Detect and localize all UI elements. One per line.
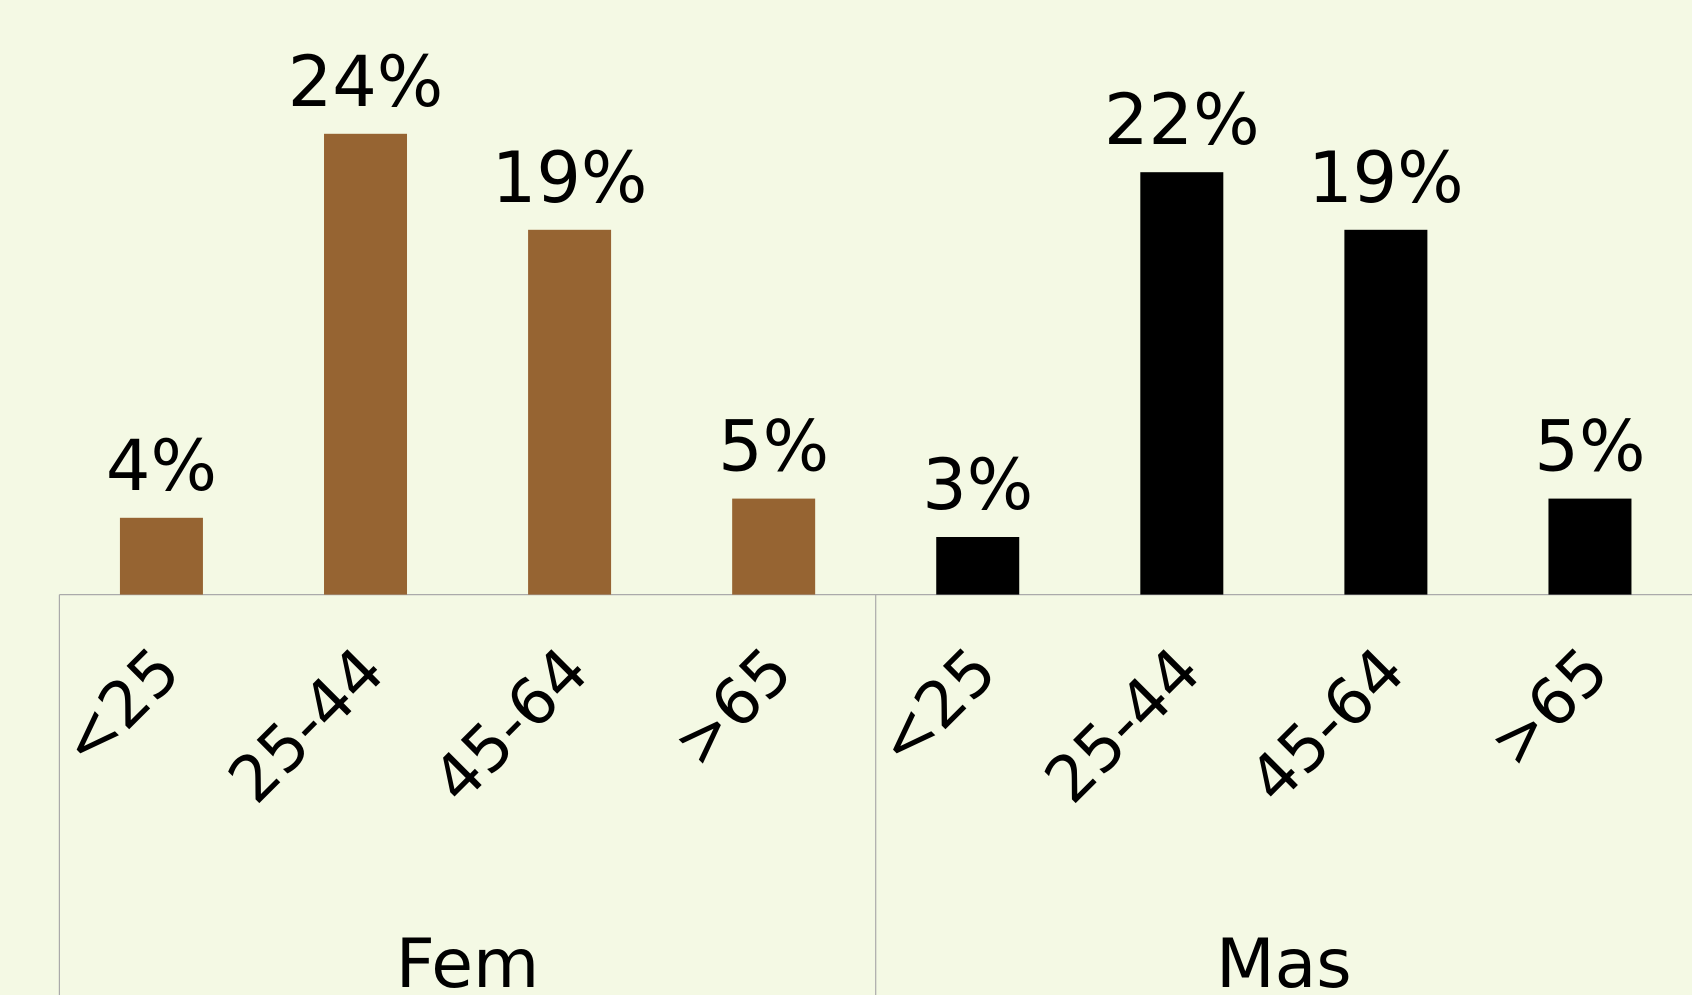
value-label: 19% bbox=[492, 137, 648, 219]
bar bbox=[324, 133, 408, 595]
value-label: 19% bbox=[1308, 137, 1464, 219]
value-label: 5% bbox=[1534, 406, 1645, 488]
bar bbox=[732, 498, 816, 595]
bar bbox=[528, 229, 612, 595]
value-label: 24% bbox=[288, 41, 444, 123]
group-label: Mas bbox=[1216, 925, 1352, 995]
bar bbox=[1140, 172, 1224, 595]
bar bbox=[119, 517, 203, 595]
group-label: Fem bbox=[396, 925, 539, 995]
bar bbox=[1344, 229, 1428, 595]
value-label: 5% bbox=[718, 406, 829, 488]
value-label: 3% bbox=[922, 444, 1033, 526]
value-label: 22% bbox=[1104, 79, 1260, 161]
bar bbox=[936, 537, 1020, 595]
bar bbox=[1548, 498, 1632, 595]
value-label: 4% bbox=[106, 425, 217, 507]
